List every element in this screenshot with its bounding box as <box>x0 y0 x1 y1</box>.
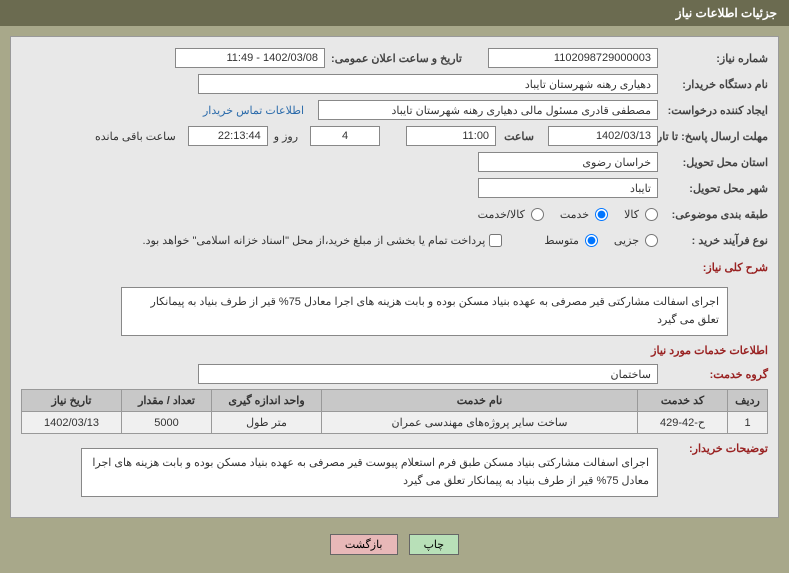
need-number-label: شماره نیاز: <box>658 52 768 65</box>
services-section-title: اطلاعات خدمات مورد نیاز <box>21 344 768 357</box>
cell-unit: متر طول <box>212 412 322 434</box>
content-area: شماره نیاز: 1102098729000003 تاریخ و ساع… <box>0 26 789 573</box>
th-date: تاریخ نیاز <box>22 390 122 412</box>
buyer-contact-link[interactable]: اطلاعات تماس خریدار <box>195 104 312 117</box>
delivery-province-label: استان محل تحویل: <box>658 156 768 169</box>
th-code: کد خدمت <box>638 390 728 412</box>
th-name: نام خدمت <box>322 390 638 412</box>
category-service-label: خدمت <box>548 208 589 221</box>
main-panel: شماره نیاز: 1102098729000003 تاریخ و ساع… <box>10 36 779 518</box>
page-title: جزئیات اطلاعات نیاز <box>676 6 777 20</box>
cell-date: 1402/03/13 <box>22 412 122 434</box>
buyer-notes-text: اجرای اسفالت مشارکتی بنیاد مسکن طبق فرم … <box>81 448 658 497</box>
deadline-date-field: 1402/03/13 <box>548 126 658 146</box>
cell-row: 1 <box>728 412 768 434</box>
time-remaining-field: 22:13:44 <box>188 126 268 146</box>
process-label: نوع فرآیند خرید : <box>658 234 768 247</box>
days-remaining-field: 4 <box>310 126 380 146</box>
services-table: ردیف کد خدمت نام خدمت واحد اندازه گیری ت… <box>21 389 768 434</box>
buyer-notes-label: توضیحات خریدار: <box>658 442 768 455</box>
public-announce-field: 1402/03/08 - 11:49 <box>175 48 325 68</box>
button-bar: چاپ بازگشت <box>10 526 779 563</box>
deadline-time-field: 11:00 <box>406 126 496 146</box>
service-group-field: ساختمان <box>198 364 658 384</box>
requester-field: مصطفی قادری مسئول مالی دهیاری رهنه شهرست… <box>318 100 658 120</box>
need-number-field: 1102098729000003 <box>488 48 658 68</box>
back-button[interactable]: بازگشت <box>330 534 398 555</box>
public-announce-label: تاریخ و ساعت اعلان عمومی: <box>325 52 462 65</box>
th-unit: واحد اندازه گیری <box>212 390 322 412</box>
time-remaining-suffix: ساعت باقی مانده <box>89 130 182 143</box>
payment-checkbox[interactable] <box>489 234 502 247</box>
process-minor-label: جزیی <box>602 234 639 247</box>
delivery-city-field: تایباد <box>478 178 658 198</box>
process-minor-radio[interactable] <box>645 234 658 247</box>
days-and-word: روز و <box>268 130 304 143</box>
category-goods-label: کالا <box>612 208 639 221</box>
category-goods-service-radio[interactable] <box>531 208 544 221</box>
summary-label: شرح کلی نیاز: <box>658 261 768 274</box>
cell-code: ح-42-429 <box>638 412 728 434</box>
delivery-city-label: شهر محل تحویل: <box>658 182 768 195</box>
requester-label: ایجاد کننده درخواست: <box>658 104 768 117</box>
deadline-label: مهلت ارسال پاسخ: تا تاریخ: <box>658 130 768 143</box>
th-row: ردیف <box>728 390 768 412</box>
delivery-province-field: خراسان رضوی <box>478 152 658 172</box>
payment-note: پرداخت تمام یا بخشی از مبلغ خرید،از محل … <box>143 234 490 247</box>
cell-name: ساخت سایر پروژه‌های مهندسی عمران <box>322 412 638 434</box>
time-label: ساعت <box>496 130 542 143</box>
category-goods-radio[interactable] <box>645 208 658 221</box>
process-medium-radio[interactable] <box>585 234 598 247</box>
category-label: طبقه بندی موضوعی: <box>658 208 768 221</box>
buyer-org-field: دهیاری رهنه شهرستان تایباد <box>198 74 658 94</box>
process-medium-label: متوسط <box>532 234 579 247</box>
service-group-label: گروه خدمت: <box>658 368 768 381</box>
buyer-org-label: نام دستگاه خریدار: <box>658 78 768 91</box>
th-qty: تعداد / مقدار <box>122 390 212 412</box>
category-service-radio[interactable] <box>595 208 608 221</box>
cell-qty: 5000 <box>122 412 212 434</box>
print-button[interactable]: چاپ <box>409 534 460 555</box>
table-row: 1 ح-42-429 ساخت سایر پروژه‌های مهندسی عم… <box>22 412 768 434</box>
summary-text: اجرای اسفالت مشارکتی قیر مصرفی به عهده ب… <box>121 287 728 336</box>
page-header: جزئیات اطلاعات نیاز <box>0 0 789 26</box>
category-goods-service-label: کالا/خدمت <box>466 208 525 221</box>
